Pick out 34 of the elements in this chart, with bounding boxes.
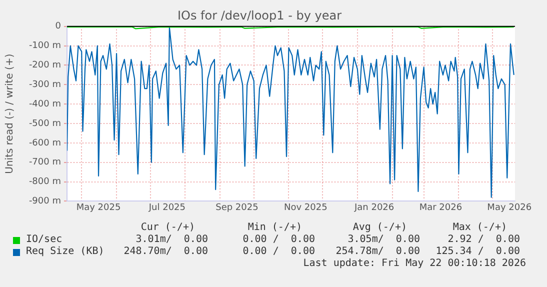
text: 254.78m/ 0.00 <box>336 246 420 257</box>
y-axis-title: Units read (-) / write (+) <box>4 54 16 174</box>
legend-label: Req Size (KB) <box>26 246 104 257</box>
x-tick-label: Sep 2025 <box>216 202 258 213</box>
y-tick-label: -400 m <box>28 99 61 110</box>
x-tick-label: May 2025 <box>76 202 121 213</box>
text: 2.92 / 0.00 <box>448 234 520 245</box>
legend-label: IO/sec <box>26 234 62 245</box>
text: Last update: Fri May 22 00:10:18 2026 <box>303 258 526 269</box>
y-tick-label: -500 m <box>28 118 61 129</box>
text: 248.70m/ 0.00 <box>124 246 208 257</box>
text: 3.01m/ 0.00 <box>136 234 208 245</box>
x-tick-label: Mar 2026 <box>419 202 462 213</box>
text: Min (-/+) <box>248 222 302 233</box>
text: Avg (-/+) <box>352 222 407 233</box>
y-tick-label: -700 m <box>28 158 61 168</box>
chart-title: IOs for /dev/loop1 - by year <box>177 8 342 22</box>
text: 0.00 / 0.00 <box>242 246 315 257</box>
y-tick-label: -200 m <box>28 60 61 71</box>
text: Max (-/+) <box>452 222 507 233</box>
text: 125.34 / 0.00 <box>436 246 520 257</box>
text: 0.00 / 0.00 <box>242 234 315 245</box>
x-tick-label: Nov 2025 <box>284 202 328 213</box>
y-tick-label: -800 m <box>28 177 61 188</box>
y-tick-label: -600 m <box>28 138 61 148</box>
y-tick-label: -900 m <box>28 196 61 207</box>
x-tick-label: Jul 2025 <box>148 202 186 213</box>
y-tick-label: -300 m <box>28 80 61 90</box>
y-tick-label: -100 m <box>28 41 61 52</box>
text: Cur (-/+) <box>140 222 195 233</box>
text: 3.05m/ 0.00 <box>348 234 420 245</box>
x-tick-label: Jan 2026 <box>353 202 394 213</box>
y-tick-label: 0 <box>55 22 62 32</box>
x-tick-label: May 2026 <box>487 202 532 213</box>
